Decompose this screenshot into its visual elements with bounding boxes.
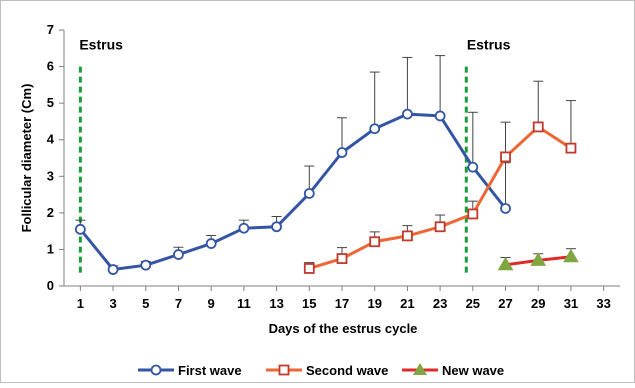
data-point [530, 252, 547, 266]
data-point [369, 236, 381, 248]
x-tick-label: 7 [175, 296, 182, 311]
y-tick-label: 2 [47, 205, 54, 220]
series-line [79, 112, 507, 271]
data-point [565, 142, 577, 154]
legend-marker [278, 364, 290, 376]
x-tick-label: 21 [400, 296, 414, 311]
x-tick-label: 31 [564, 296, 578, 311]
x-tick-label: 19 [367, 296, 381, 311]
estrus-label: Estrus [467, 37, 511, 53]
y-tick-label: 0 [47, 278, 54, 293]
data-point [497, 256, 514, 271]
x-tick-label: 15 [302, 296, 316, 311]
series-second-wave [303, 80, 577, 274]
x-tick-label: 1 [77, 296, 84, 311]
data-point [402, 108, 413, 120]
legend-item-second-wave: Second wave [266, 363, 388, 378]
data-point [563, 248, 579, 263]
x-tick-label: 9 [208, 296, 215, 311]
x-axis-title: Days of the estrus cycle [269, 321, 418, 336]
x-tick-label: 23 [433, 296, 447, 311]
data-point [467, 208, 479, 220]
legend-item-new-wave: New wave [402, 363, 504, 378]
series-first-wave [74, 55, 511, 275]
estrus-label: Estrus [79, 37, 123, 53]
x-tick-label: 11 [237, 296, 251, 311]
data-point [500, 151, 511, 163]
series-new-wave [497, 248, 579, 271]
x-tick-label: 25 [466, 296, 480, 311]
data-point [271, 221, 282, 233]
legend-label: New wave [442, 363, 504, 378]
y-tick-label: 5 [47, 95, 54, 110]
y-tick-label: 1 [47, 241, 54, 256]
legend-label: Second wave [306, 363, 388, 378]
y-tick-label: 7 [47, 22, 54, 37]
x-tick-label: 27 [498, 296, 512, 311]
data-point [74, 223, 86, 235]
legend-marker [413, 363, 427, 375]
x-tick-label: 3 [109, 296, 116, 311]
x-tick-label: 33 [596, 296, 610, 311]
x-tick-label: 17 [335, 296, 349, 311]
y-tick-label: 4 [47, 132, 55, 147]
data-point [336, 253, 348, 264]
data-point [500, 203, 511, 214]
data-point [336, 147, 348, 158]
series-layer [74, 55, 579, 275]
legend: First wave Second wave New wave [138, 363, 504, 378]
data-point [303, 188, 315, 199]
legend-item-first-wave: First wave [138, 363, 242, 378]
legend-label: First wave [178, 363, 242, 378]
data-point [107, 264, 119, 275]
y-tick-label: 6 [47, 59, 54, 74]
data-point [369, 123, 381, 135]
y-tick-label: 3 [47, 168, 54, 183]
data-point [467, 161, 479, 173]
legend-marker [150, 364, 162, 376]
data-point [173, 249, 184, 260]
data-point [205, 238, 217, 249]
data-point [402, 230, 413, 242]
x-tick-label: 29 [531, 296, 545, 311]
data-point [140, 259, 152, 271]
x-tick-label: 5 [142, 296, 149, 311]
data-point [434, 221, 446, 233]
data-point [238, 222, 250, 234]
y-axis-title: Follicular diameter (Cm) [19, 84, 34, 233]
data-point [434, 110, 446, 122]
x-tick-label: 13 [269, 296, 283, 311]
annotations: Estrus Estrus [78, 37, 511, 276]
data-point [303, 263, 315, 274]
data-point [532, 121, 544, 133]
